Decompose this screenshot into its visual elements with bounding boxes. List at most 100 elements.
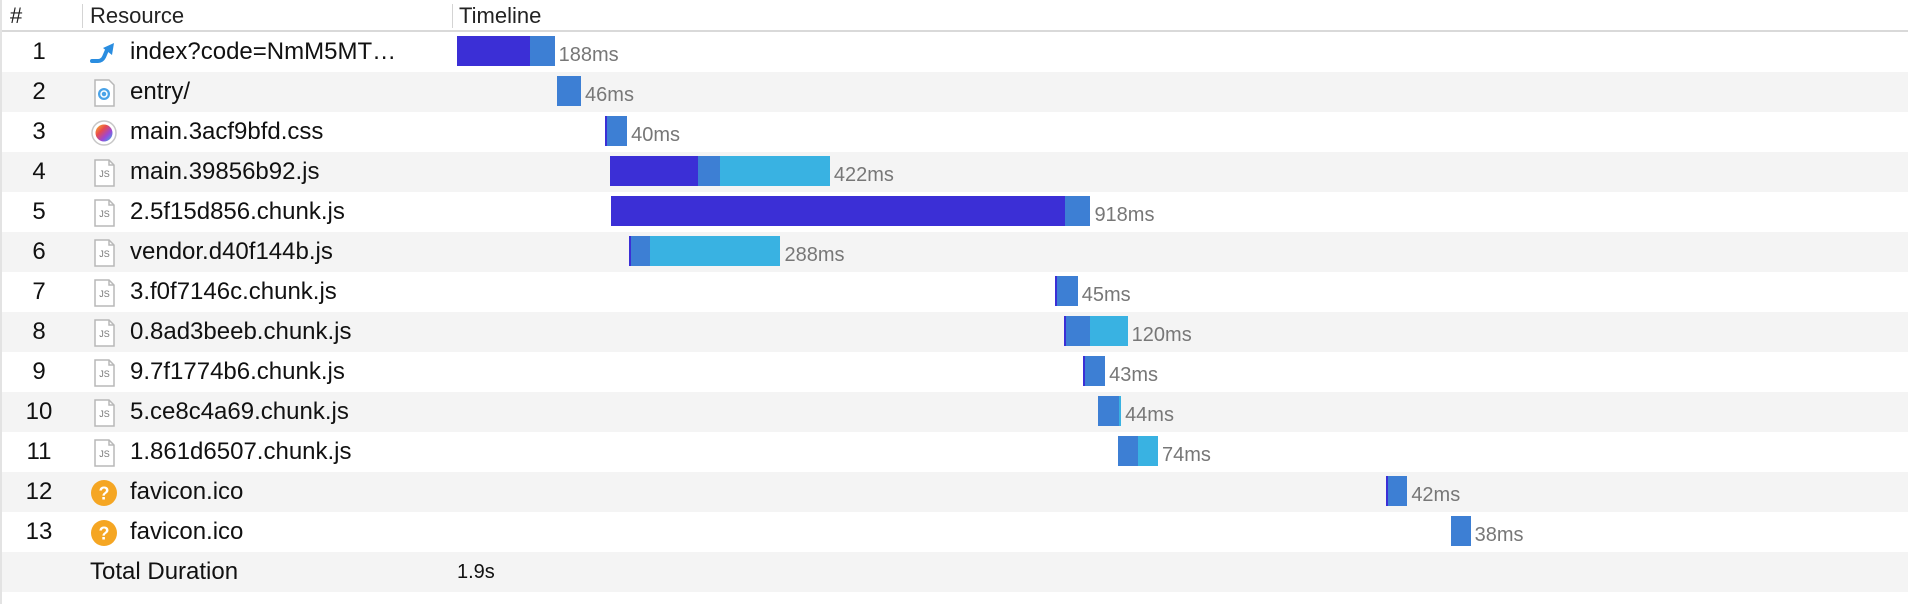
- table-header: # Resource Timeline: [2, 0, 1908, 32]
- redirect-arrow-icon: [90, 39, 118, 67]
- column-divider[interactable]: [82, 4, 83, 28]
- resource-name[interactable]: 2.5f15d856.chunk.js: [130, 198, 345, 225]
- resource-name[interactable]: 9.7f1774b6.chunk.js: [130, 358, 345, 385]
- total-duration-value: 1.9s: [457, 561, 495, 583]
- timeline-segment-waiting: [697, 156, 720, 186]
- timeline-segment-receiving: [719, 156, 830, 186]
- resource-name[interactable]: 3.f0f7146c.chunk.js: [130, 278, 337, 305]
- timeline-bar[interactable]: [1083, 356, 1106, 386]
- svg-text:JS: JS: [99, 369, 110, 379]
- timeline-segment-waiting: [1057, 276, 1078, 306]
- timeline-segment-waiting: [1066, 316, 1091, 346]
- timeline-segment-request: [1385, 476, 1388, 506]
- row-number: 5: [32, 198, 46, 225]
- timeline-bar[interactable]: [1118, 436, 1158, 466]
- table-row[interactable]: 8 JS 0.8ad3beeb.chunk.js 120ms: [2, 312, 1908, 352]
- row-number: 11: [26, 438, 52, 465]
- total-duration-label: Total Duration: [90, 558, 239, 585]
- timeline-bar[interactable]: [457, 36, 555, 66]
- timeline-segment-waiting: [1118, 436, 1139, 466]
- resource-name[interactable]: 5.ce8c4a69.chunk.js: [130, 398, 349, 425]
- timeline-bar[interactable]: [1385, 476, 1408, 506]
- svg-text:JS: JS: [99, 329, 110, 339]
- duration-label: 74ms: [1161, 444, 1211, 466]
- column-header-timeline[interactable]: Timeline: [459, 3, 542, 28]
- table-row[interactable]: 2 entry/46ms: [2, 72, 1908, 112]
- document-icon: [90, 79, 118, 107]
- resource-name[interactable]: favicon.ico: [130, 478, 244, 505]
- row-number: 13: [25, 518, 53, 545]
- resource-name[interactable]: main.39856b92.js: [130, 158, 320, 185]
- column-header-number[interactable]: #: [10, 3, 23, 28]
- javascript-file-icon: JS: [90, 319, 118, 347]
- timeline-bar[interactable]: [556, 76, 582, 106]
- timeline-segment-request: [605, 116, 608, 146]
- table-row[interactable]: 4 JS main.39856b92.js 422ms: [2, 152, 1908, 192]
- resource-name[interactable]: main.3acf9bfd.css: [130, 118, 324, 145]
- duration-label: 42ms: [1411, 484, 1461, 506]
- row-number: 7: [32, 278, 46, 305]
- column-divider[interactable]: [452, 4, 453, 28]
- timeline-segment-waiting: [607, 116, 628, 146]
- svg-text:JS: JS: [99, 169, 110, 179]
- duration-label: 422ms: [833, 164, 894, 186]
- row-number: 8: [32, 318, 46, 345]
- row-number: 3: [32, 118, 46, 145]
- table-row[interactable]: 12? favicon.ico 42ms: [2, 472, 1908, 512]
- table-row[interactable]: 11 JS 1.861d6507.chunk.js 74ms: [2, 432, 1908, 472]
- timeline-bar[interactable]: [605, 116, 628, 146]
- table-row[interactable]: 9 JS 9.7f1774b6.chunk.js 43ms: [2, 352, 1908, 392]
- row-number: 2: [32, 78, 46, 105]
- timeline-segment-waiting: [1064, 196, 1091, 226]
- resource-name[interactable]: vendor.d40f144b.js: [130, 238, 333, 265]
- timeline-bar[interactable]: [1055, 276, 1078, 306]
- table-row[interactable]: 10 JS 5.ce8c4a69.chunk.js 44ms: [2, 392, 1908, 432]
- table-row[interactable]: 6 JS vendor.d40f144b.js 288ms: [2, 232, 1908, 272]
- resource-name[interactable]: 1.861d6507.chunk.js: [130, 438, 352, 465]
- duration-label: 45ms: [1081, 284, 1131, 306]
- total-duration-row: Total Duration 1.9s: [2, 552, 1908, 592]
- row-number: 9: [32, 358, 46, 385]
- timeline-bar[interactable]: [609, 156, 830, 186]
- timeline-segment-waiting: [530, 36, 555, 66]
- timeline-bar[interactable]: [1064, 316, 1128, 346]
- duration-label: 43ms: [1109, 364, 1159, 386]
- question-mark-icon: ?: [90, 519, 118, 547]
- javascript-file-icon: JS: [90, 359, 118, 387]
- resource-name[interactable]: index?code=NmM5MT…: [130, 38, 397, 65]
- timeline-segment-request: [1083, 356, 1086, 386]
- timeline-segment-receiving: [1138, 436, 1158, 466]
- timeline-segment-receiving: [1119, 396, 1122, 426]
- timeline-segment-request: [1055, 276, 1058, 306]
- timeline-segment-waiting: [556, 76, 582, 106]
- javascript-file-icon: JS: [90, 239, 118, 267]
- row-number: 12: [25, 478, 53, 505]
- timeline-segment-request: [457, 36, 531, 66]
- timeline-segment-request: [1064, 316, 1067, 346]
- table-row[interactable]: 5 JS 2.5f15d856.chunk.js 918ms: [2, 192, 1908, 232]
- resource-name[interactable]: entry/: [130, 78, 191, 105]
- resource-name[interactable]: favicon.ico: [130, 518, 244, 545]
- svg-text:?: ?: [99, 524, 110, 544]
- timeline-bar[interactable]: [1097, 396, 1122, 426]
- duration-label: 188ms: [558, 44, 619, 66]
- timeline-segment-waiting: [1387, 476, 1408, 506]
- table-row[interactable]: 13? favicon.ico 38ms: [2, 512, 1908, 552]
- row-number: 1: [32, 38, 46, 65]
- svg-text:JS: JS: [99, 449, 110, 459]
- timeline-bar[interactable]: [611, 196, 1091, 226]
- resource-name[interactable]: 0.8ad3beeb.chunk.js: [130, 318, 352, 345]
- svg-text:JS: JS: [99, 249, 110, 259]
- table-row[interactable]: 7 JS 3.f0f7146c.chunk.js 45ms: [2, 272, 1908, 312]
- timeline-bar[interactable]: [1450, 516, 1471, 546]
- timeline-segment-waiting: [1085, 356, 1106, 386]
- row-number: 10: [25, 398, 53, 425]
- duration-label: 120ms: [1131, 324, 1192, 346]
- table-row[interactable]: 1 index?code=NmM5MT… 188ms: [2, 32, 1908, 72]
- timeline-segment-waiting: [1097, 396, 1120, 426]
- column-header-resource[interactable]: Resource: [90, 3, 185, 28]
- table-row[interactable]: 3 main.3acf9bfd.css 40ms: [2, 112, 1908, 152]
- question-mark-icon: ?: [90, 479, 118, 507]
- timeline-bar[interactable]: [628, 236, 781, 266]
